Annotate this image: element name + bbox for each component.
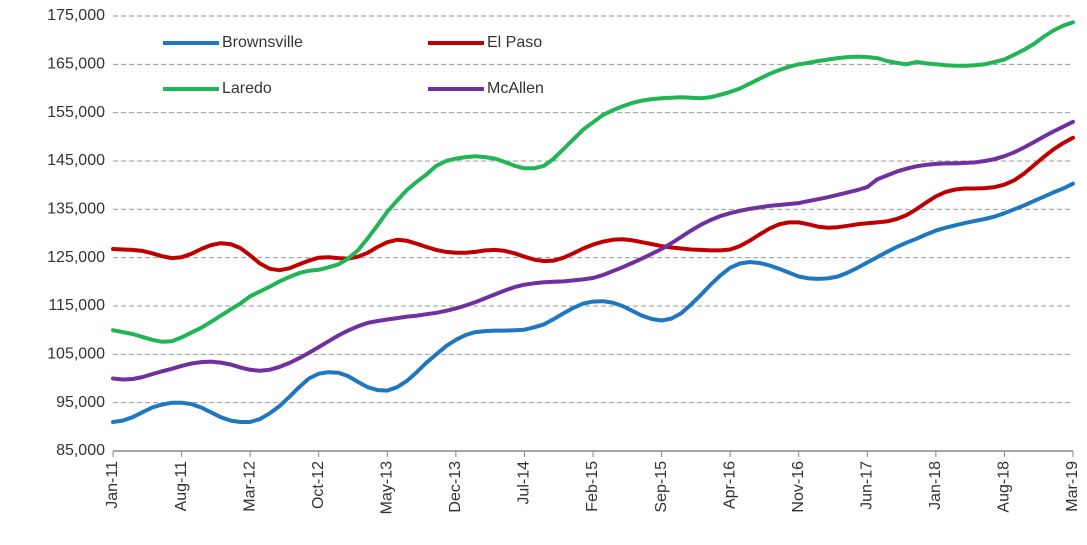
y-tick-label: 155,000 (47, 104, 105, 121)
x-tick-label: Nov-16 (790, 461, 807, 513)
x-tick-label: May-13 (379, 461, 396, 514)
x-tick-label: Jan-18 (927, 461, 944, 510)
x-tick-label: Apr-16 (721, 461, 738, 509)
x-tick-label: Dec-13 (447, 461, 464, 513)
y-tick-label: 85,000 (56, 442, 105, 459)
y-tick-label: 105,000 (47, 346, 105, 363)
line-series (111, 20, 1075, 344)
y-tick-label: 175,000 (47, 7, 105, 24)
legend-label: McAllen (487, 80, 544, 97)
y-tick-label: 95,000 (56, 394, 105, 411)
x-tick-label: Jan-11 (104, 461, 121, 509)
y-tick-label: 115,000 (48, 297, 105, 314)
x-tick-label: Oct-12 (310, 461, 327, 509)
x-tick-label: Jun-17 (859, 461, 876, 510)
y-tick-label: 125,000 (47, 249, 105, 266)
line-series (111, 135, 1075, 273)
x-tick-label: Mar-19 (1064, 461, 1081, 512)
legend-label: El Paso (487, 34, 542, 51)
legend-label: Brownsville (222, 34, 303, 51)
y-tick-label: 165,000 (47, 56, 105, 73)
line-series (111, 181, 1075, 424)
line-series (111, 119, 1075, 382)
legend-label: Laredo (222, 80, 272, 97)
x-tick-label: Jul-14 (516, 461, 533, 505)
x-tick-label: Aug-11 (173, 461, 190, 512)
x-tick-label: Feb-15 (584, 461, 601, 512)
y-tick-label: 145,000 (47, 152, 105, 169)
x-tick-label: Aug-18 (996, 461, 1013, 513)
y-tick-label: 135,000 (47, 201, 105, 218)
x-tick-label: Sep-15 (653, 461, 670, 513)
x-tick-label: Mar-12 (241, 461, 258, 512)
